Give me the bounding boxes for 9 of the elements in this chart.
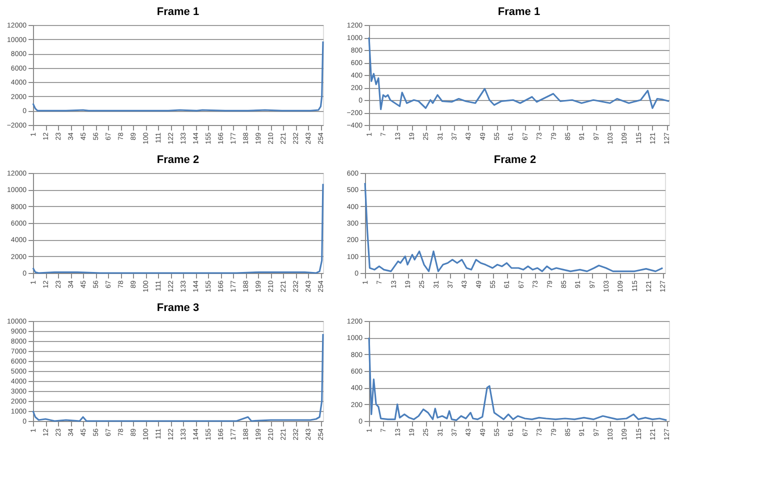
line-series xyxy=(368,36,670,110)
chart-title: Frame 1 xyxy=(498,6,540,18)
line-series xyxy=(32,40,324,112)
chart-title: Frame 3 xyxy=(156,302,200,314)
line-series xyxy=(368,336,668,421)
chart-title: Frame 2 xyxy=(156,154,200,166)
chart-title: Frame 1 xyxy=(156,6,200,18)
line-series xyxy=(364,182,664,272)
chart-title: Frame 2 xyxy=(494,154,536,166)
